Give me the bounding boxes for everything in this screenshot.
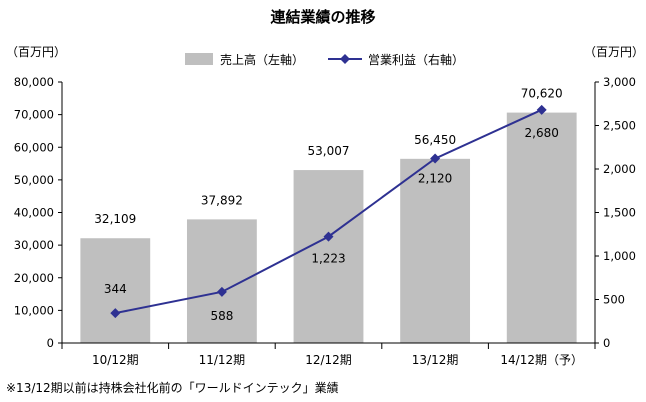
left-tick-label: 0: [47, 336, 54, 350]
profit-data-label: 2,120: [418, 172, 452, 186]
left-tick-label: 30,000: [14, 238, 54, 252]
plot-area: 80,000 70,000 60,000 50,000 40,000 30,000 20,0…: [14, 75, 636, 367]
footnote: ※13/12期以前は持株会社化前の「ワールドインテック」業績: [6, 380, 339, 395]
legend-sales-swatch: [185, 53, 213, 65]
profit-marker: [536, 104, 547, 115]
profit-marker: [323, 231, 334, 242]
sales-bar: [400, 158, 471, 343]
legend-profit-marker: [340, 54, 350, 64]
right-tick-label: 2,500: [603, 119, 636, 133]
legend: 売上高（左軸） 営業利益（右軸）: [185, 52, 464, 67]
left-tick-label: 20,000: [14, 271, 54, 285]
legend-profit-label: 営業利益（右軸）: [368, 52, 464, 67]
category-label: 14/12期（予）: [500, 353, 583, 367]
left-tick-label: 50,000: [14, 173, 54, 187]
profit-marker: [216, 286, 227, 297]
right-axis-unit: （百万円）: [584, 45, 644, 59]
right-tick-label: 3,000: [603, 75, 636, 89]
left-tick-label: 80,000: [14, 75, 54, 89]
right-tick-label: 2,000: [603, 162, 636, 176]
sales-data-label: 70,620: [521, 87, 563, 101]
right-tick-label: 1,500: [603, 206, 636, 220]
category-label: 11/12期: [199, 353, 246, 367]
left-tick-label: 70,000: [14, 108, 54, 122]
sales-data-label: 56,450: [414, 133, 456, 147]
right-tick-label: 500: [603, 293, 625, 307]
chart-title: 連結業績の推移: [270, 8, 375, 26]
profit-data-label: 588: [210, 309, 233, 323]
left-axis-unit: （百万円）: [6, 45, 66, 59]
sales-bar: [186, 219, 257, 343]
legend-sales-label: 売上高（左軸）: [220, 52, 304, 67]
right-tick-label: 1,000: [603, 249, 636, 263]
profit-data-label: 344: [104, 282, 127, 296]
sales-bar: [293, 170, 364, 343]
profit-data-label: 1,223: [311, 252, 345, 266]
sales-data-label: 32,109: [94, 212, 136, 226]
right-tick-label: 0: [603, 336, 610, 350]
left-tick-label: 40,000: [14, 206, 54, 220]
sales-data-label: 37,892: [201, 193, 243, 207]
sales-data-label: 53,007: [308, 144, 350, 158]
category-label: 13/12期: [412, 353, 459, 367]
profit-marker: [110, 308, 121, 319]
category-label: 12/12期: [305, 353, 352, 367]
left-tick-label: 60,000: [14, 140, 54, 154]
sales-bar: [506, 112, 577, 343]
sales-bar: [80, 238, 151, 343]
profit-data-label: 2,680: [525, 126, 559, 140]
profit-marker: [430, 153, 441, 164]
category-label: 10/12期: [92, 353, 139, 367]
left-tick-label: 10,000: [14, 303, 54, 317]
